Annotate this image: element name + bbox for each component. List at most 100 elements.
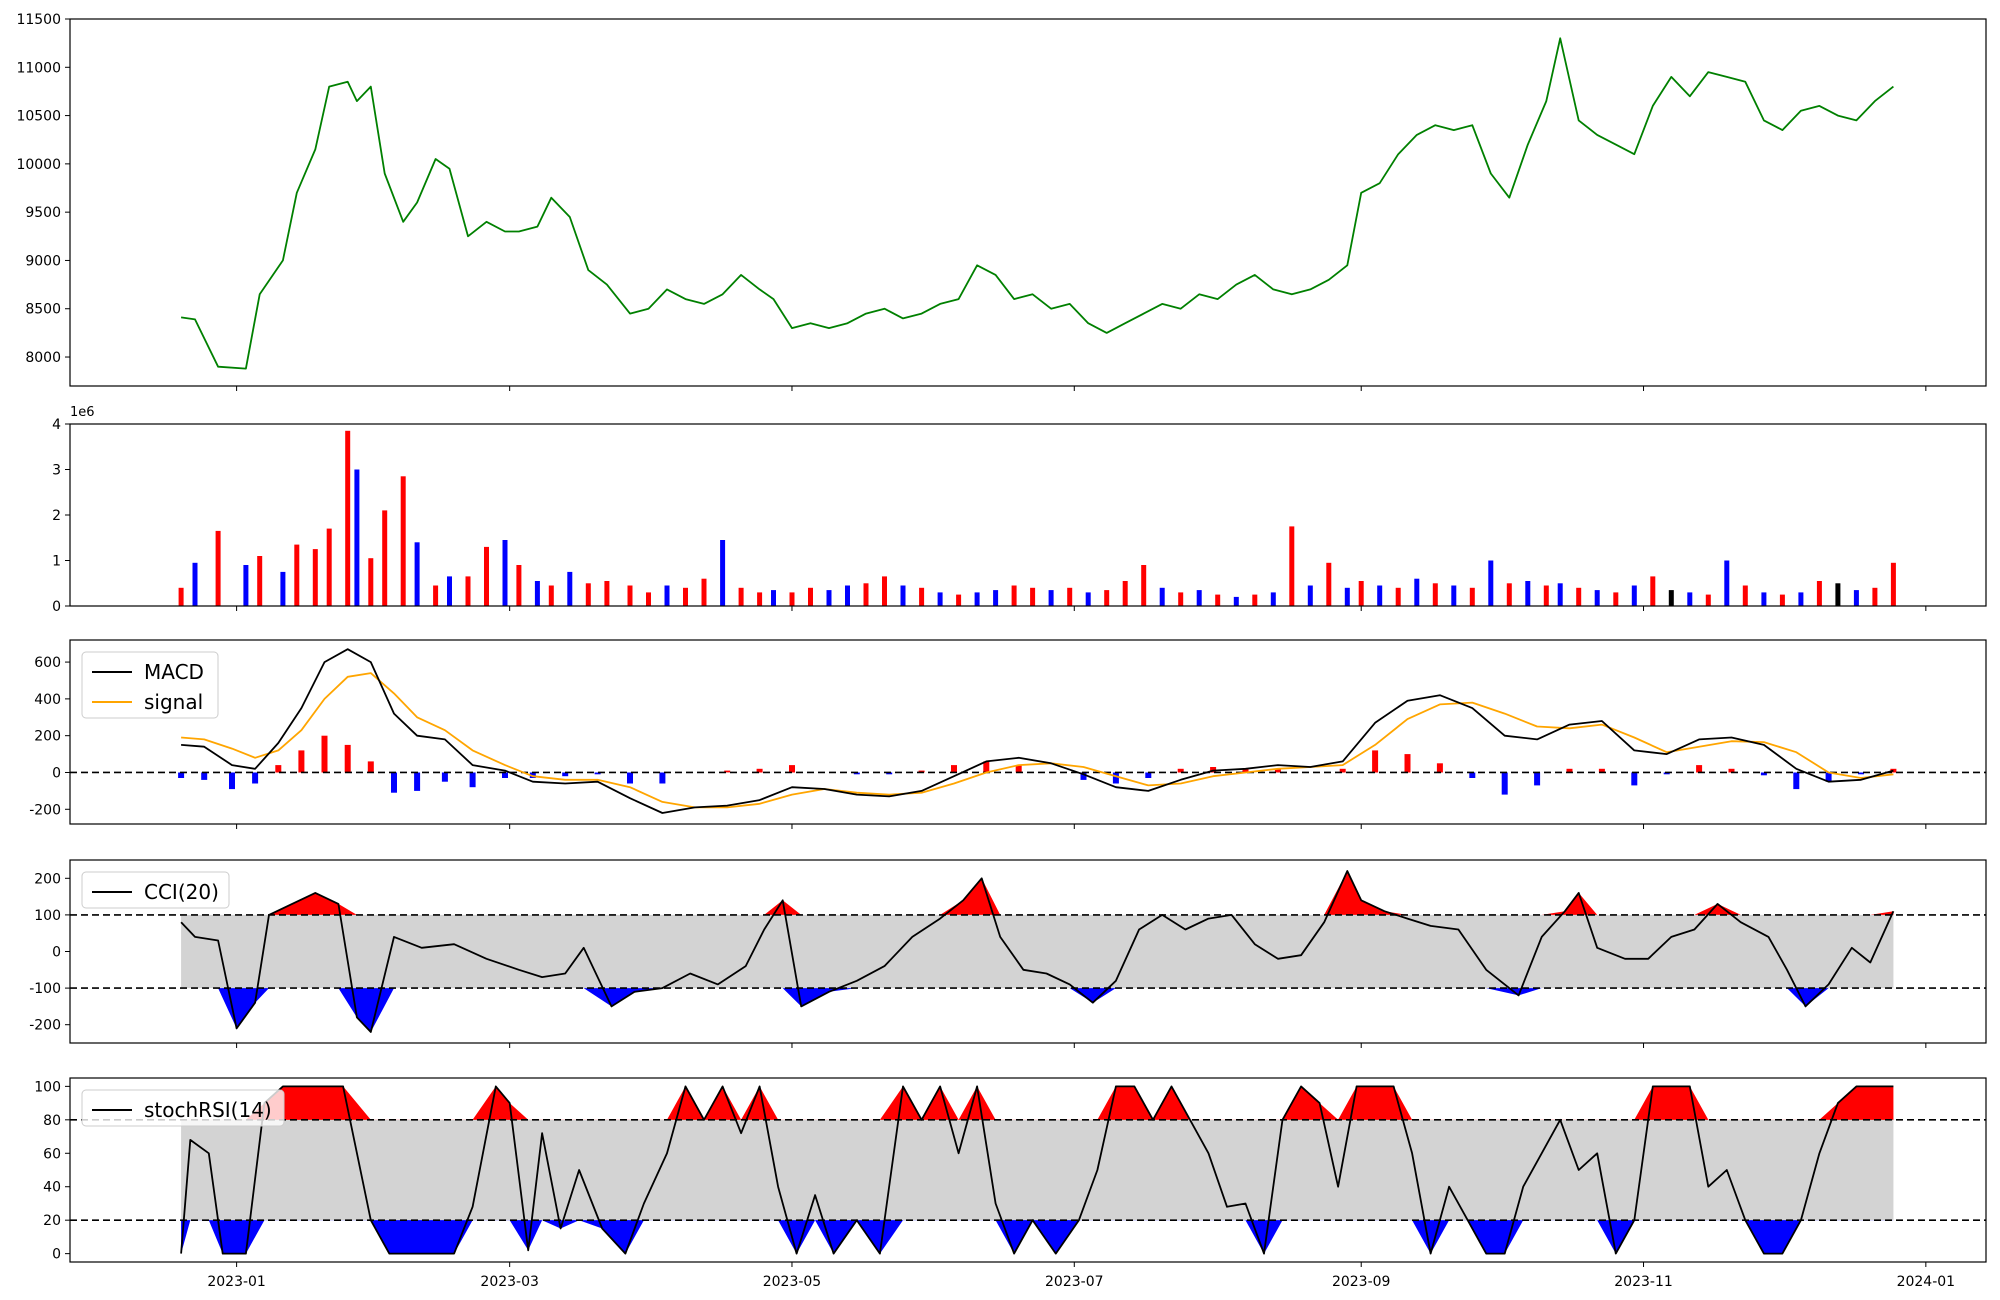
volume-bar — [627, 585, 633, 606]
x-tick-label: 2023-11 — [1614, 1274, 1673, 1290]
volume-bar — [1122, 581, 1128, 606]
histogram-bar — [983, 761, 990, 773]
volume-bar — [548, 585, 554, 606]
price-line — [180, 37, 1894, 370]
neutral-band — [181, 1119, 1894, 1221]
histogram-bar — [1858, 772, 1864, 775]
neutral-band — [181, 914, 1894, 989]
volume-bar — [1030, 587, 1036, 606]
y-tick-label: 20 — [43, 1213, 61, 1229]
histogram-bar — [1696, 765, 1703, 773]
volume-bar — [701, 578, 707, 606]
volume-bar — [1270, 592, 1276, 606]
volume-bar — [1816, 581, 1822, 606]
histogram-bar — [1566, 768, 1573, 773]
histogram-bar — [229, 772, 235, 790]
y-tick-label: 3 — [52, 463, 61, 479]
volume-bar — [738, 587, 744, 606]
volume-bar — [354, 469, 360, 606]
volume-bar — [516, 565, 522, 606]
axes-frame — [69, 639, 1987, 825]
axes-frame — [69, 423, 1987, 607]
volume-bar — [646, 592, 651, 606]
y-tick-label: 80 — [43, 1113, 61, 1129]
volume-bar — [368, 558, 374, 606]
y-tick-label: -200 — [29, 802, 61, 818]
volume-bar — [1414, 578, 1420, 606]
volume-offset-label: 1e6 — [70, 405, 95, 420]
volume-bar — [900, 585, 906, 606]
y-tick-label: 2 — [52, 508, 61, 524]
y-tick-label: 10500 — [16, 109, 61, 125]
volume-bar — [789, 592, 795, 606]
histogram-bar — [1469, 772, 1476, 778]
volume-bar — [1159, 587, 1165, 606]
y-tick-label: 11000 — [16, 60, 61, 76]
x-tick-label: 2023-03 — [480, 1274, 539, 1290]
volume-bar — [882, 576, 887, 606]
volume-bar — [484, 546, 489, 606]
histogram-bar — [918, 770, 925, 773]
volume-bar — [1724, 560, 1730, 606]
volume-bar — [956, 594, 962, 606]
volume-bar — [845, 585, 850, 606]
y-tick-label: -100 — [29, 981, 61, 997]
volume-bar — [1798, 592, 1804, 606]
volume-bar — [919, 587, 925, 606]
volume-bar — [1761, 592, 1767, 606]
volume-bar — [1432, 583, 1438, 607]
histogram-bar — [1436, 763, 1443, 773]
y-tick-label: 400 — [34, 692, 61, 708]
volume-bar — [1687, 592, 1693, 606]
volume-bar — [1853, 590, 1859, 606]
volume-bar — [400, 476, 406, 606]
volume-bar — [1469, 587, 1475, 606]
volume-bar — [863, 583, 869, 607]
indicator-line — [180, 870, 1895, 1033]
axes-frame — [69, 18, 1987, 387]
histogram-bar — [1404, 754, 1411, 773]
volume-bar — [502, 540, 508, 606]
volume-bar — [1506, 583, 1512, 607]
y-tick-label: 200 — [34, 729, 61, 745]
histogram-bar — [1793, 772, 1800, 790]
histogram-bar — [1372, 750, 1379, 773]
x-tick-label: 2024-01 — [1897, 1274, 1956, 1290]
y-tick-label: 9500 — [25, 205, 61, 221]
volume-bar — [1307, 585, 1313, 606]
volume-bar — [1252, 594, 1258, 606]
volume-bar — [1543, 585, 1549, 606]
volume-bar — [243, 565, 249, 606]
x-tick-label: 2023-07 — [1045, 1274, 1104, 1290]
volume-bar — [974, 592, 980, 606]
histogram-bar — [756, 768, 763, 773]
histogram-bar — [1242, 768, 1249, 773]
macd-panel: -200 0 200 400 600 MACD signal — [29, 639, 1987, 829]
volume-bar — [771, 590, 776, 606]
volume-bar — [1576, 587, 1582, 606]
histogram-bar — [441, 772, 448, 782]
legend-label: signal — [144, 690, 203, 714]
legend-label: stochRSI(14) — [144, 1098, 272, 1122]
volume-bar — [1178, 592, 1184, 606]
histogram-bar — [178, 772, 185, 778]
volume-bar — [326, 528, 332, 606]
volume-bar — [345, 430, 351, 606]
y-tick-label: -200 — [29, 1018, 61, 1034]
price-panel: 8000 8500 9000 9500 10000 10500 11000 11500 — [16, 12, 1987, 391]
histogram-bar — [627, 772, 633, 784]
volume-bar — [447, 576, 452, 606]
y-tick-label: 11500 — [16, 12, 61, 28]
volume-panel: 0 1 2 3 4 1e6 — [52, 405, 1987, 615]
volume-bar — [1488, 560, 1494, 606]
histogram-bar — [252, 772, 259, 784]
signal-line — [181, 672, 1894, 809]
y-tick-label: 600 — [34, 655, 61, 671]
histogram-bar — [414, 772, 421, 791]
volume-bar — [294, 544, 300, 606]
histogram-bar — [951, 765, 957, 773]
volume-bar — [1779, 594, 1785, 606]
histogram-bar — [321, 735, 328, 773]
histogram-bar — [1598, 768, 1605, 773]
